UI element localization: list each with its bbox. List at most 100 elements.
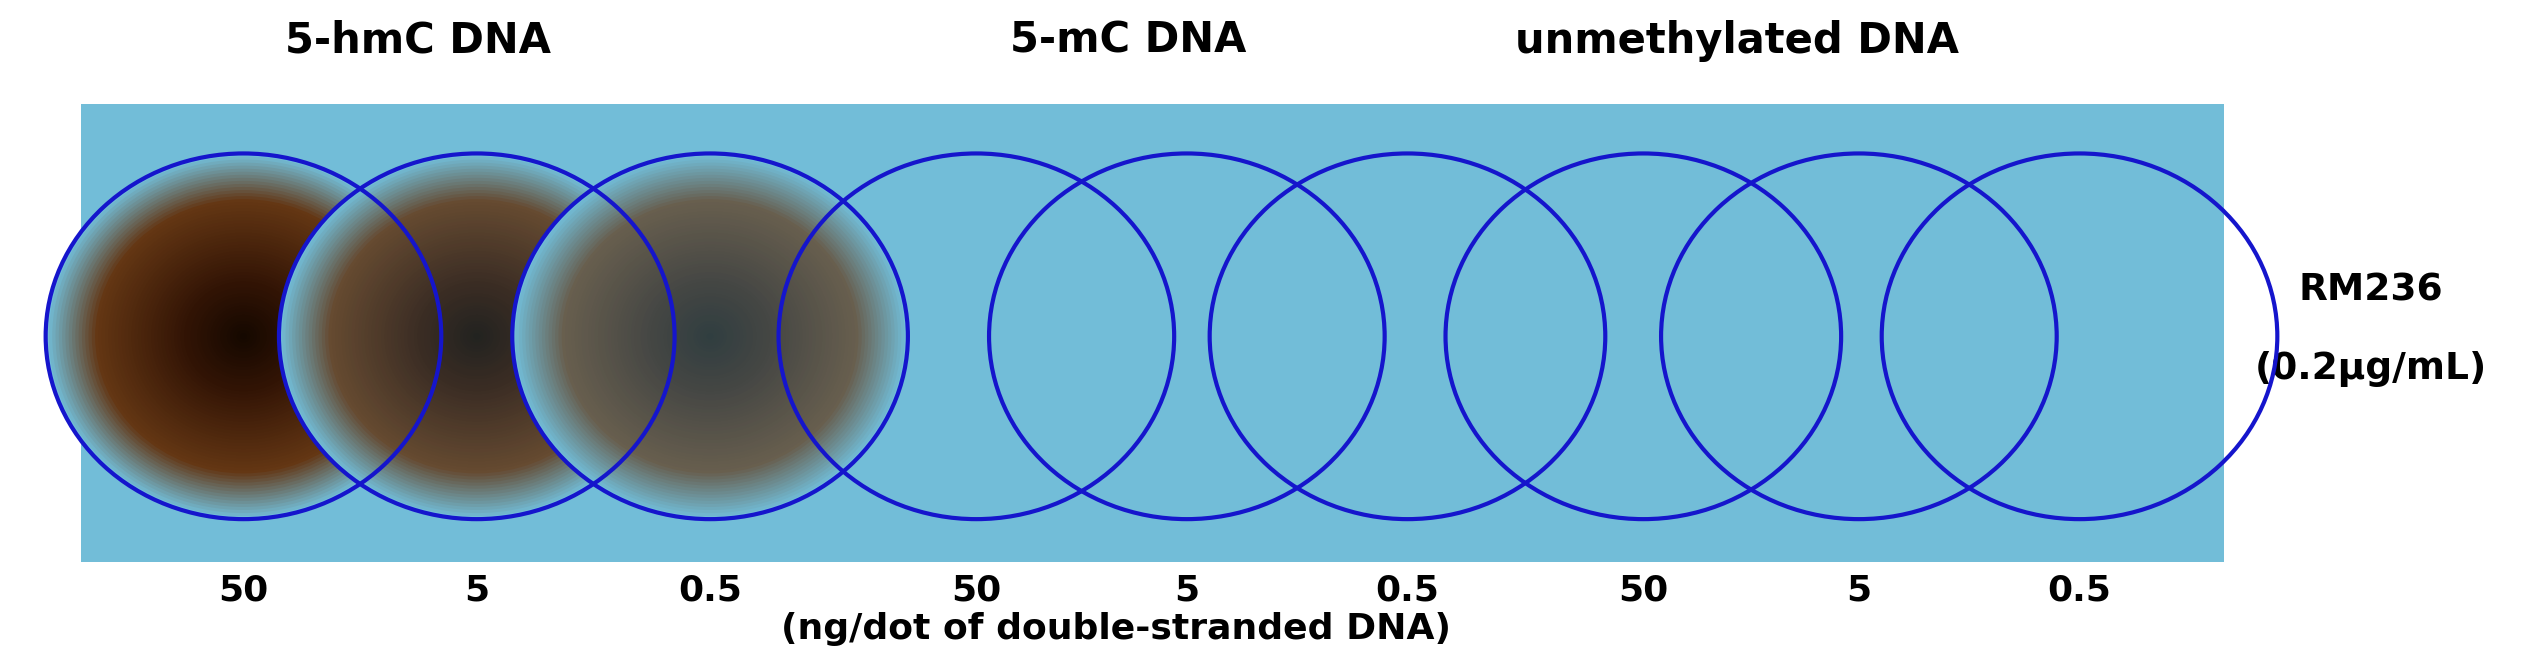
Ellipse shape xyxy=(469,330,484,342)
Ellipse shape xyxy=(474,333,479,340)
Ellipse shape xyxy=(320,190,634,483)
Ellipse shape xyxy=(157,257,330,415)
Ellipse shape xyxy=(99,202,388,470)
Ellipse shape xyxy=(213,309,274,364)
Ellipse shape xyxy=(210,306,276,367)
Ellipse shape xyxy=(167,266,320,406)
Ellipse shape xyxy=(637,269,784,404)
Ellipse shape xyxy=(345,214,609,458)
Ellipse shape xyxy=(451,312,502,360)
Text: 5: 5 xyxy=(1174,574,1200,608)
Ellipse shape xyxy=(193,291,294,382)
Ellipse shape xyxy=(304,178,649,495)
Ellipse shape xyxy=(330,199,624,473)
Ellipse shape xyxy=(165,263,322,409)
Ellipse shape xyxy=(96,199,391,473)
Ellipse shape xyxy=(332,202,621,470)
Ellipse shape xyxy=(145,245,342,428)
Ellipse shape xyxy=(456,318,497,355)
Ellipse shape xyxy=(302,175,652,498)
Ellipse shape xyxy=(79,184,408,488)
Text: 50: 50 xyxy=(951,574,1002,608)
Ellipse shape xyxy=(467,327,487,345)
Ellipse shape xyxy=(375,242,578,431)
Ellipse shape xyxy=(162,260,325,413)
Ellipse shape xyxy=(314,187,639,486)
Ellipse shape xyxy=(687,315,733,358)
Ellipse shape xyxy=(233,327,254,345)
Ellipse shape xyxy=(114,217,373,455)
Ellipse shape xyxy=(337,208,616,464)
Ellipse shape xyxy=(515,157,905,516)
Ellipse shape xyxy=(152,251,335,422)
Ellipse shape xyxy=(218,312,269,360)
Ellipse shape xyxy=(545,184,875,488)
Ellipse shape xyxy=(353,221,601,452)
Text: 0.5: 0.5 xyxy=(2047,574,2112,608)
Ellipse shape xyxy=(322,193,631,479)
Text: 5-hmC DNA: 5-hmC DNA xyxy=(287,20,550,61)
Ellipse shape xyxy=(441,303,512,370)
Ellipse shape xyxy=(134,236,353,437)
Ellipse shape xyxy=(86,190,401,483)
Ellipse shape xyxy=(188,285,299,388)
Ellipse shape xyxy=(309,181,644,492)
Ellipse shape xyxy=(185,281,302,391)
Ellipse shape xyxy=(535,175,885,498)
Ellipse shape xyxy=(398,263,555,409)
Ellipse shape xyxy=(236,330,251,342)
Ellipse shape xyxy=(63,168,424,504)
Ellipse shape xyxy=(109,212,378,461)
Bar xyxy=(81,104,2224,562)
Ellipse shape xyxy=(297,168,659,504)
Ellipse shape xyxy=(91,196,396,477)
Ellipse shape xyxy=(48,157,439,516)
Ellipse shape xyxy=(388,254,566,419)
Ellipse shape xyxy=(46,153,441,519)
Ellipse shape xyxy=(360,230,593,443)
Ellipse shape xyxy=(601,236,819,437)
Text: RM236: RM236 xyxy=(2298,272,2445,309)
Ellipse shape xyxy=(563,199,857,473)
Ellipse shape xyxy=(692,321,728,351)
Ellipse shape xyxy=(68,175,418,498)
Ellipse shape xyxy=(58,166,429,507)
Ellipse shape xyxy=(611,245,809,428)
Ellipse shape xyxy=(190,287,297,385)
Ellipse shape xyxy=(198,294,289,379)
Ellipse shape xyxy=(370,239,583,434)
Ellipse shape xyxy=(124,227,363,446)
Ellipse shape xyxy=(396,260,558,413)
Text: 5: 5 xyxy=(1846,574,1872,608)
Ellipse shape xyxy=(424,287,530,385)
Ellipse shape xyxy=(122,223,365,449)
Ellipse shape xyxy=(155,254,332,419)
Ellipse shape xyxy=(289,163,664,510)
Ellipse shape xyxy=(418,281,535,391)
Ellipse shape xyxy=(690,318,730,355)
Ellipse shape xyxy=(512,153,908,519)
Text: 0.5: 0.5 xyxy=(677,574,743,608)
Ellipse shape xyxy=(241,333,246,340)
Ellipse shape xyxy=(378,245,576,428)
Ellipse shape xyxy=(609,242,812,431)
Ellipse shape xyxy=(533,172,888,501)
Ellipse shape xyxy=(208,303,279,370)
Text: (0.2μg/mL): (0.2μg/mL) xyxy=(2255,351,2488,387)
Ellipse shape xyxy=(667,296,753,376)
Ellipse shape xyxy=(56,163,431,510)
Ellipse shape xyxy=(53,159,434,513)
Ellipse shape xyxy=(664,294,756,379)
Ellipse shape xyxy=(553,190,867,483)
Ellipse shape xyxy=(403,269,550,404)
Ellipse shape xyxy=(119,221,368,452)
Ellipse shape xyxy=(408,272,545,400)
Text: 5: 5 xyxy=(464,574,489,608)
Ellipse shape xyxy=(624,257,796,415)
Ellipse shape xyxy=(522,163,898,510)
Ellipse shape xyxy=(421,285,533,388)
Ellipse shape xyxy=(644,276,776,397)
Ellipse shape xyxy=(365,232,588,440)
Ellipse shape xyxy=(657,287,763,385)
Ellipse shape xyxy=(358,227,596,446)
